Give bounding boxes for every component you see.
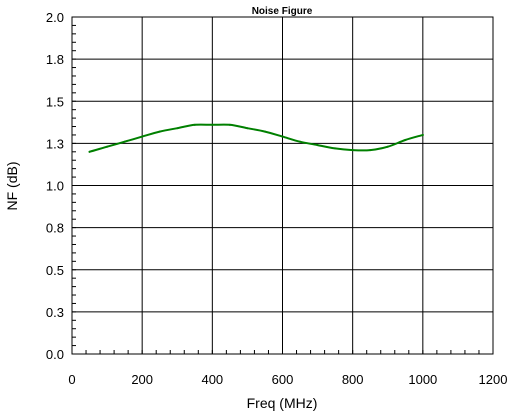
x-tick-label: 400 [201, 372, 223, 387]
data-point [246, 127, 249, 130]
y-tick-label: 0.0 [46, 347, 64, 362]
data-point [158, 130, 161, 133]
data-point [176, 127, 179, 130]
data-point [351, 149, 354, 152]
data-point [193, 123, 196, 126]
data-point [369, 149, 372, 152]
data-point [88, 150, 91, 153]
data-point [404, 139, 407, 142]
y-tick-label: 1.5 [46, 94, 64, 109]
data-point [421, 133, 424, 136]
y-tick-label: 1.3 [46, 136, 64, 151]
series-line [88, 123, 424, 153]
data-point [281, 135, 284, 138]
y-tick-labels: 0.0 0.3 0.5 0.8 1.0 1.3 1.5 1.8 2.0 [46, 10, 64, 362]
y-tick-label: 1.8 [46, 52, 64, 67]
data-point [141, 135, 144, 138]
x-tick-label: 1000 [408, 372, 437, 387]
data-point [263, 130, 266, 133]
chart-title: Noise Figure [252, 6, 313, 17]
x-tick-label: 200 [131, 372, 153, 387]
data-point [228, 123, 231, 126]
x-tick-label: 800 [342, 372, 364, 387]
data-point [334, 147, 337, 150]
data-point [299, 140, 302, 143]
y-axis-label: NF (dB) [4, 162, 20, 211]
y-tick-label: 0.3 [46, 305, 64, 320]
data-point [211, 123, 214, 126]
plot-frame [71, 16, 494, 355]
x-tick-label: 1200 [479, 372, 508, 387]
data-point [316, 144, 319, 147]
x-tick-labels: 0 200 400 600 800 1000 1200 [68, 372, 507, 387]
y-tick-label: 0.8 [46, 221, 64, 236]
y-tick-label: 2.0 [46, 10, 64, 25]
x-tick-label: 600 [272, 372, 294, 387]
grid-lines [72, 17, 493, 354]
data-point [106, 145, 109, 148]
series-layer [88, 123, 424, 153]
y-tick-label: 1.0 [46, 179, 64, 194]
data-point [123, 140, 126, 143]
data-point [386, 145, 389, 148]
y-tick-label: 0.5 [46, 263, 64, 278]
x-axis-label: Freq (MHz) [247, 395, 318, 411]
x-tick-label: 0 [68, 372, 75, 387]
